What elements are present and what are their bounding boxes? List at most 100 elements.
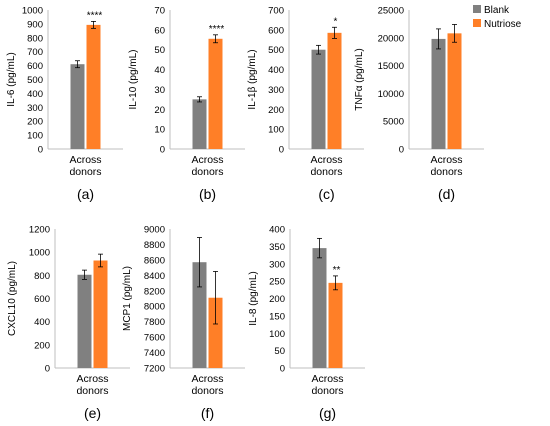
y-tick-label: 100 — [268, 125, 284, 136]
y-tick-label: 400 — [268, 65, 284, 76]
x-category-label: donors — [69, 166, 101, 178]
panel-label: (e) — [84, 405, 101, 421]
bar-blank — [70, 64, 85, 149]
x-category-label: Across — [430, 154, 462, 166]
y-tick-label: 400 — [27, 89, 43, 100]
bar-nutriose — [327, 32, 342, 150]
y-tick-label: 0 — [280, 364, 285, 375]
y-tick-label: 900 — [27, 19, 43, 30]
bar-blank — [192, 99, 207, 149]
bar-nutriose — [447, 33, 462, 149]
y-tick-label: 500 — [27, 75, 43, 86]
bar-blank — [77, 274, 92, 368]
y-tick-label: 500 — [268, 45, 284, 56]
y-tick-label: 8800 — [144, 240, 165, 251]
y-tick-label: 800 — [27, 33, 43, 44]
y-tick-label: 10000 — [378, 89, 404, 100]
y-axis-label: MCP1 (pg/mL) — [122, 266, 133, 331]
y-tick-label: 7600 — [144, 333, 165, 344]
x-category-label: Across — [191, 154, 223, 166]
chart-panel: 0 50 100 150 200 250 300 350 400 IL-8 (pg/mL) ** Ac… — [248, 225, 365, 421]
y-tick-label: 200 — [269, 294, 285, 305]
significance-marker: **** — [209, 24, 225, 35]
bar-blank — [312, 248, 327, 368]
bar-blank — [431, 38, 446, 149]
x-category-label: Across — [69, 154, 101, 166]
panel-label: (a) — [77, 186, 94, 202]
bar-nutriose — [328, 282, 343, 368]
y-axis-label: IL-6 (pg/mL) — [6, 52, 17, 106]
y-tick-label: 400 — [34, 317, 50, 328]
y-tick-label: 8200 — [144, 286, 165, 297]
panel-label: (f) — [201, 405, 214, 421]
x-category-label: Across — [311, 373, 343, 385]
y-tick-label: 200 — [27, 117, 43, 128]
y-tick-label: 0 — [45, 364, 50, 375]
y-axis-label: IL-1β (pg/mL) — [247, 49, 258, 109]
x-category-label: Across — [76, 373, 108, 385]
y-tick-label: 800 — [34, 271, 50, 282]
y-tick-label: 60 — [154, 25, 165, 36]
x-category-label: donors — [191, 166, 223, 178]
y-tick-label: 8400 — [144, 271, 165, 282]
x-category-label: donors — [311, 385, 343, 397]
y-tick-label: 8000 — [144, 302, 165, 313]
y-tick-label: 600 — [27, 61, 43, 72]
y-tick-label: 0 — [160, 145, 165, 156]
y-tick-label: 40 — [154, 65, 165, 76]
panel-label: (d) — [438, 186, 455, 202]
y-tick-label: 250 — [269, 277, 285, 288]
bar-blank — [311, 49, 326, 149]
x-category-label: donors — [310, 166, 342, 178]
y-tick-label: 50 — [274, 346, 285, 357]
legend: Blank Nutriose — [473, 5, 522, 30]
y-tick-label: 700 — [268, 6, 284, 17]
y-tick-label: 9000 — [144, 225, 165, 236]
y-tick-label: 25000 — [378, 6, 404, 17]
significance-marker: **** — [87, 10, 103, 21]
y-tick-label: 200 — [268, 105, 284, 116]
y-tick-label: 0 — [38, 145, 43, 156]
y-tick-label: 15000 — [378, 61, 404, 72]
y-tick-label: 1200 — [29, 225, 50, 236]
x-category-label: donors — [76, 385, 108, 397]
significance-marker: * — [334, 16, 338, 27]
legend-swatch-nutriose — [473, 19, 481, 27]
y-tick-label: 10 — [154, 125, 165, 136]
y-tick-label: 1000 — [22, 6, 43, 17]
y-tick-label: 100 — [27, 131, 43, 142]
panel-label: (g) — [319, 405, 336, 421]
y-tick-label: 50 — [154, 45, 165, 56]
x-category-label: Across — [191, 373, 223, 385]
y-tick-label: 7200 — [144, 364, 165, 375]
y-tick-label: 300 — [269, 259, 285, 270]
y-tick-label: 600 — [268, 25, 284, 36]
legend-label-nutriose: Nutriose — [484, 19, 522, 30]
y-tick-label: 200 — [34, 340, 50, 351]
x-category-label: donors — [430, 166, 462, 178]
y-tick-label: 1000 — [29, 248, 50, 259]
bar-nutriose — [208, 297, 223, 368]
chart-panel: 0 200 400 600 800 1000 1200 CXCL10 (pg/mL) Acros… — [7, 225, 130, 421]
y-tick-label: 350 — [269, 242, 285, 253]
y-tick-label: 30 — [154, 85, 165, 96]
y-tick-label: 7800 — [144, 317, 165, 328]
y-tick-label: 5000 — [383, 117, 404, 128]
legend-label-blank: Blank — [484, 5, 510, 16]
significance-marker: ** — [333, 265, 341, 276]
y-tick-label: 300 — [27, 103, 43, 114]
y-tick-label: 600 — [34, 294, 50, 305]
chart-panel: 7200 7400 7600 7800 8000 8200 8400 8600 8800 9000… — [122, 225, 245, 421]
y-axis-label: TNFα (pg/mL) — [354, 48, 365, 110]
chart-panel: 0 100 200 300 400 500 600 700 800 900 1000 IL-6 (pg… — [6, 6, 123, 202]
y-tick-label: 20000 — [378, 33, 404, 44]
y-axis-label: IL-10 (pg/mL) — [128, 49, 139, 109]
y-tick-label: 70 — [154, 6, 165, 17]
x-category-label: donors — [191, 385, 223, 397]
y-tick-label: 100 — [269, 329, 285, 340]
y-tick-label: 0 — [279, 145, 284, 156]
panel-label: (c) — [318, 186, 334, 202]
y-tick-label: 400 — [269, 225, 285, 236]
